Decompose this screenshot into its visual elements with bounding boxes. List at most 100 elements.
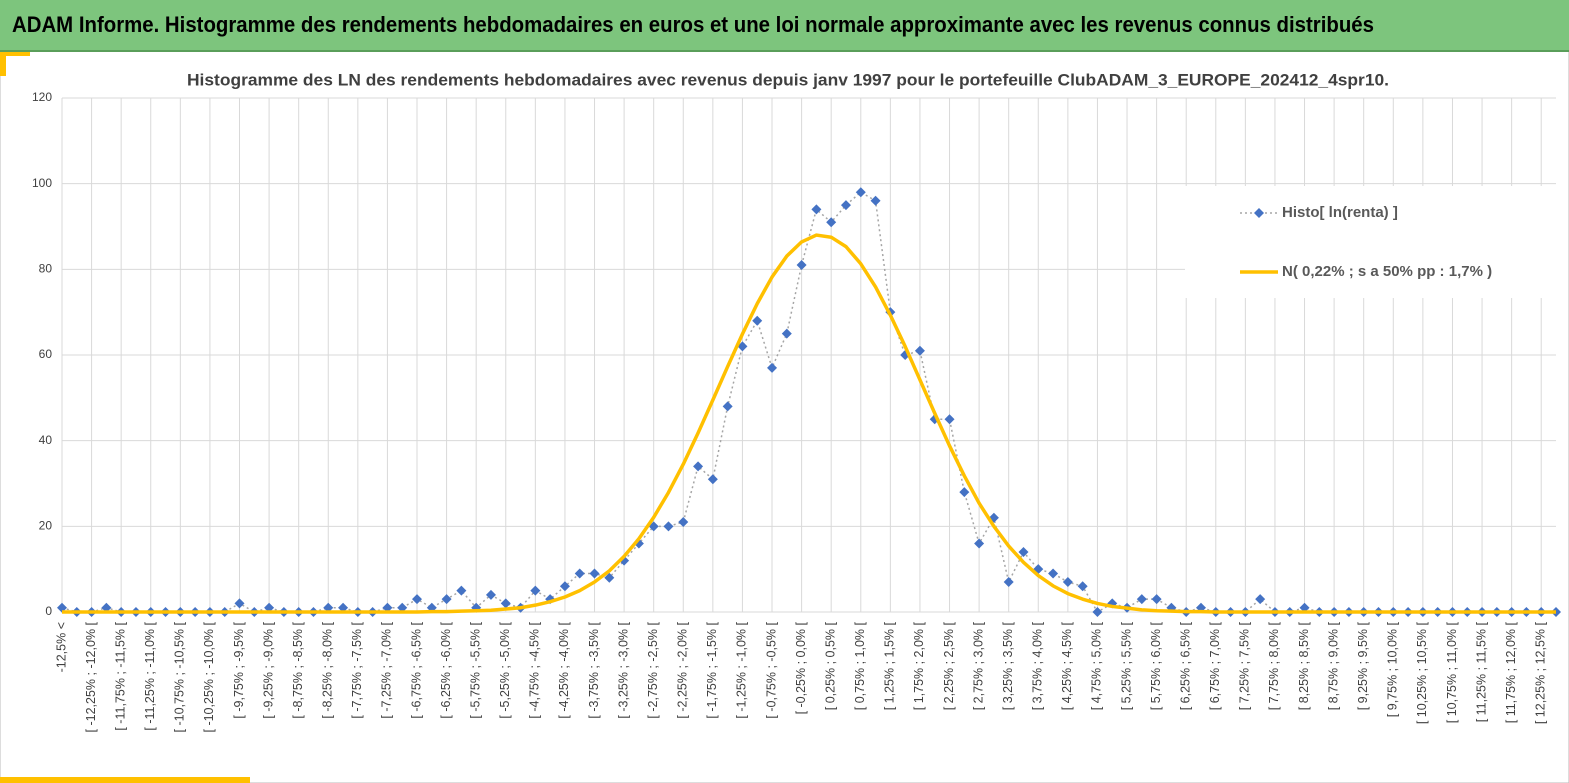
y-tick-label: 80 (39, 262, 53, 276)
data-point (722, 401, 733, 412)
x-tick-label: [ 4,75% ; 5,0% [ (1090, 621, 1104, 710)
x-tick-label: [ 9,75% ; 10,0% [ (1386, 621, 1400, 717)
data-point (1048, 568, 1059, 579)
legend-box (1185, 186, 1563, 298)
x-tick-label: [ -5,25% ; -5,0% [ (498, 621, 512, 718)
x-tick-label: [ -2,25% ; -2,0% [ (676, 621, 690, 718)
data-point (441, 594, 452, 605)
y-tick-label: 40 (39, 433, 53, 447)
x-tick-label: [ 9,25% ; 9,5% [ (1356, 621, 1370, 710)
x-tick-label: [ -8,75% ; -8,5% [ (291, 621, 305, 718)
data-point (737, 341, 748, 352)
accent (0, 52, 6, 76)
data-point (663, 521, 674, 532)
data-point (974, 538, 985, 549)
x-tick-label: [ -3,75% ; -3,5% [ (587, 621, 601, 718)
data-point (397, 602, 408, 613)
x-tick-label: [ 0,25% ; 0,5% [ (823, 621, 837, 710)
data-point (870, 195, 881, 206)
x-tick-label: [ -9,75% ; -9,5% [ (232, 621, 246, 718)
data-point (1018, 547, 1029, 558)
chart-title: Histogramme des LN des rendements hebdom… (187, 70, 1389, 89)
legend-marker (1254, 208, 1264, 218)
x-tick-label: [ -5,75% ; -5,5% [ (468, 621, 482, 718)
data-point (959, 487, 970, 498)
x-tick-label: [ 5,25% ; 5,5% [ (1119, 621, 1133, 710)
data-point (604, 572, 615, 583)
x-tick-label: [ -0,75% ; -0,5% [ (764, 621, 778, 718)
data-point (574, 568, 585, 579)
data-point (456, 585, 467, 596)
x-tick-label: [ -7,75% ; -7,5% [ (350, 621, 364, 718)
x-tick-label: [ 5,75% ; 6,0% [ (1149, 621, 1163, 710)
data-point (944, 414, 955, 425)
x-tick-label: [ 2,25% ; 2,5% [ (942, 621, 956, 710)
x-tick-label: [ -4,75% ; -4,5% [ (528, 621, 542, 718)
series-line (62, 233, 1556, 614)
data-point (707, 474, 718, 485)
y-tick-label: 20 (39, 519, 53, 533)
x-tick-label: [ 1,25% ; 1,5% [ (883, 621, 897, 710)
x-tick-label: [ 11,75% ; 12,0% [ (1504, 621, 1518, 723)
data-point (767, 362, 778, 373)
data-point (796, 260, 807, 271)
x-tick-label: [ 4,25% ; 4,5% [ (1060, 621, 1074, 710)
y-tick-label: 0 (45, 604, 52, 618)
x-tick-label: [ 1,75% ; 2,0% [ (912, 621, 926, 710)
x-tick-label: [ -6,75% ; -6,5% [ (409, 621, 423, 718)
x-tick-label: [ -11,75% ; -11,5% [ (113, 621, 127, 730)
x-tick-label: [ -11,25% ; -11,0% [ (143, 621, 157, 730)
data-point (412, 594, 423, 605)
y-tick-label: 60 (39, 347, 53, 361)
x-tick-label: [ 11,25% ; 11,5% [ (1474, 621, 1488, 722)
x-tick-label: [ 0,75% ; 1,0% [ (853, 621, 867, 710)
x-tick-label: [ -3,25% ; -3,0% [ (616, 621, 630, 718)
data-point (559, 581, 570, 592)
data-point (914, 345, 925, 356)
legend-label: N( 0,22% ; s a 50% pp : 1,7% ) (1282, 263, 1492, 280)
x-tick-label: [ -4,25% ; -4,0% [ (557, 621, 571, 718)
y-tick-label: 100 (32, 176, 52, 190)
data-point (1062, 577, 1073, 588)
data-point (1003, 577, 1014, 588)
x-tick-label: [ -10,75% ; -10,5% [ (173, 621, 187, 732)
x-tick-label: [ 10,75% ; 11,0% [ (1445, 621, 1459, 723)
data-point (264, 602, 275, 613)
x-tick-label: [ 7,75% ; 8,0% [ (1267, 621, 1281, 710)
x-tick-label: [ -2,75% ; -2,5% [ (646, 621, 660, 718)
data-point (382, 602, 393, 613)
legend-label: Histo[ ln(renta) ] (1282, 204, 1398, 221)
data-point (678, 517, 689, 528)
data-point (57, 602, 67, 613)
data-point (234, 598, 245, 609)
x-tick-label: -12,5% < (54, 622, 68, 672)
x-tick-label: [ 7,25% ; 7,5% [ (1238, 621, 1252, 710)
x-tick-label: [ -8,25% ; -8,0% [ (321, 621, 335, 718)
header-rule (0, 50, 1569, 52)
x-tick-label: [ 2,75% ; 3,0% [ (971, 621, 985, 710)
data-point (781, 328, 792, 339)
data-point (752, 315, 763, 326)
data-point (1092, 607, 1103, 617)
data-point (1151, 594, 1162, 605)
data-point (589, 568, 600, 579)
data-point (323, 602, 334, 613)
x-tick-label: [ -0,25% ; 0,0% [ (794, 621, 808, 714)
accent (0, 777, 250, 783)
y-tick-label: 120 (32, 90, 52, 104)
data-point (693, 461, 704, 472)
data-point (1255, 594, 1266, 605)
x-tick-label: [ 3,25% ; 3,5% [ (1001, 621, 1015, 710)
accent (0, 52, 30, 56)
x-tick-label: [ 6,25% ; 6,5% [ (1178, 621, 1192, 710)
x-tick-label: [ 12,25% ; 12,5% [ (1534, 621, 1548, 724)
x-tick-label: [ -10,25% ; -10,0% [ (202, 621, 216, 732)
header-bar (0, 0, 1569, 50)
data-point (840, 200, 851, 211)
data-point (1299, 602, 1310, 613)
x-tick-label: [ -7,25% ; -7,0% [ (380, 621, 394, 718)
data-point (338, 602, 349, 613)
data-point (485, 589, 496, 600)
